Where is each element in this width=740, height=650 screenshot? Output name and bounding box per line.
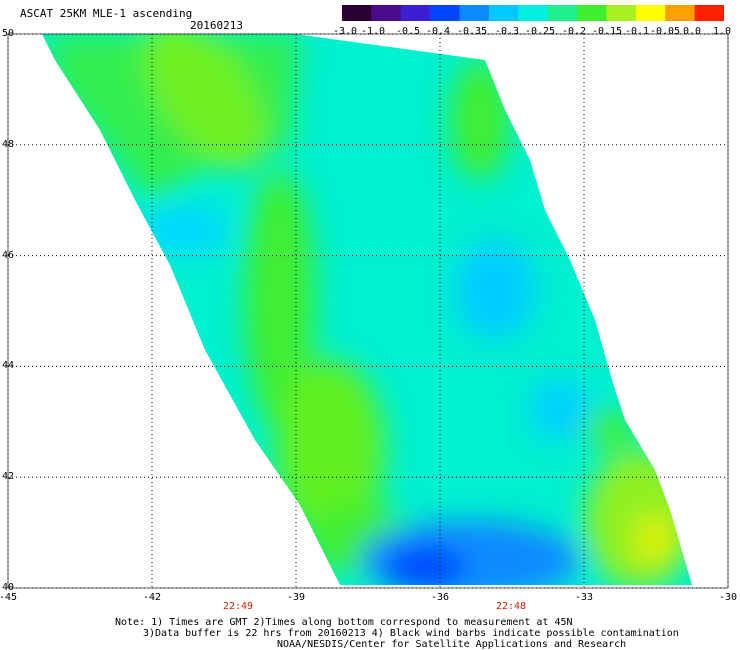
colorbar-swatch — [518, 5, 549, 21]
note-line-3: NOAA/NESDIS/Center for Satellite Applica… — [277, 639, 627, 650]
colorbar-label: -0.4 — [425, 26, 451, 37]
longitude-label: -30 — [718, 592, 738, 603]
colorbar-labels: -3.0 -1.0 -0.5 -0.4 -0.35 -0.3 -0.25 -0.2 -0.15-… — [330, 26, 732, 40]
longitude-label: -36 — [430, 592, 450, 603]
lat-lon-grid — [7, 33, 729, 589]
colorbar-label: 0.0 — [682, 26, 702, 37]
colorbar-label: -0.2 — [561, 26, 587, 37]
colorbar-label: -1.0 — [360, 26, 386, 37]
latitude-label: 40 — [2, 582, 15, 593]
colorbar-label: -3.0 — [332, 26, 358, 37]
colorbar-swatch — [459, 5, 490, 21]
latitude-label: 42 — [2, 471, 15, 483]
colorbar-swatch — [400, 5, 431, 21]
latitude-label: 50 — [2, 28, 15, 39]
map-title: ASCAT 25KM MLE-1 ascending — [20, 7, 193, 20]
colorbar-label: -0.25 — [524, 26, 556, 37]
map-frame — [7, 33, 729, 589]
latitude-label: 46 — [2, 249, 15, 261]
colorbar-label: -0.1 — [624, 26, 650, 37]
colorbar-label: -0.3 — [494, 26, 520, 37]
colorbar-swatch — [371, 5, 402, 21]
colorbar-swatch — [430, 5, 461, 21]
latitude-label: 48 — [2, 138, 15, 150]
longitude-label: -39 — [286, 592, 306, 603]
colorbar — [342, 5, 724, 21]
longitude-label: -42 — [142, 592, 162, 603]
latitude-label: 44 — [2, 360, 15, 372]
colorbar-swatch — [577, 5, 608, 21]
colorbar-swatch — [547, 5, 578, 21]
swath-data — [42, 34, 692, 585]
colorbar-label: -0.15 — [591, 26, 623, 37]
note-line-2: 3)Data buffer is 22 hrs from 20160213 4)… — [143, 628, 679, 639]
colorbar-swatch — [342, 5, 372, 21]
note-line-1: Note: 1) Times are GMT 2)Times along bot… — [115, 617, 573, 628]
colorbar-label: -0.35 — [456, 26, 488, 37]
time-label: 22:49 — [222, 601, 254, 612]
colorbar-label: -0.5 — [395, 26, 421, 37]
longitude-label: -33 — [574, 592, 594, 603]
colorbar-swatch — [665, 5, 696, 21]
colorbar-label: 1.0 — [712, 26, 732, 37]
colorbar-swatch — [488, 5, 519, 21]
colorbar-label: -0.05 — [649, 26, 681, 37]
colorbar-swatch — [694, 5, 724, 21]
longitude-label: -45 — [0, 592, 18, 603]
time-label: 22:48 — [495, 601, 527, 612]
colorbar-swatch — [635, 5, 666, 21]
colorbar-swatch — [606, 5, 637, 21]
map-date: 20160213 — [190, 19, 243, 32]
